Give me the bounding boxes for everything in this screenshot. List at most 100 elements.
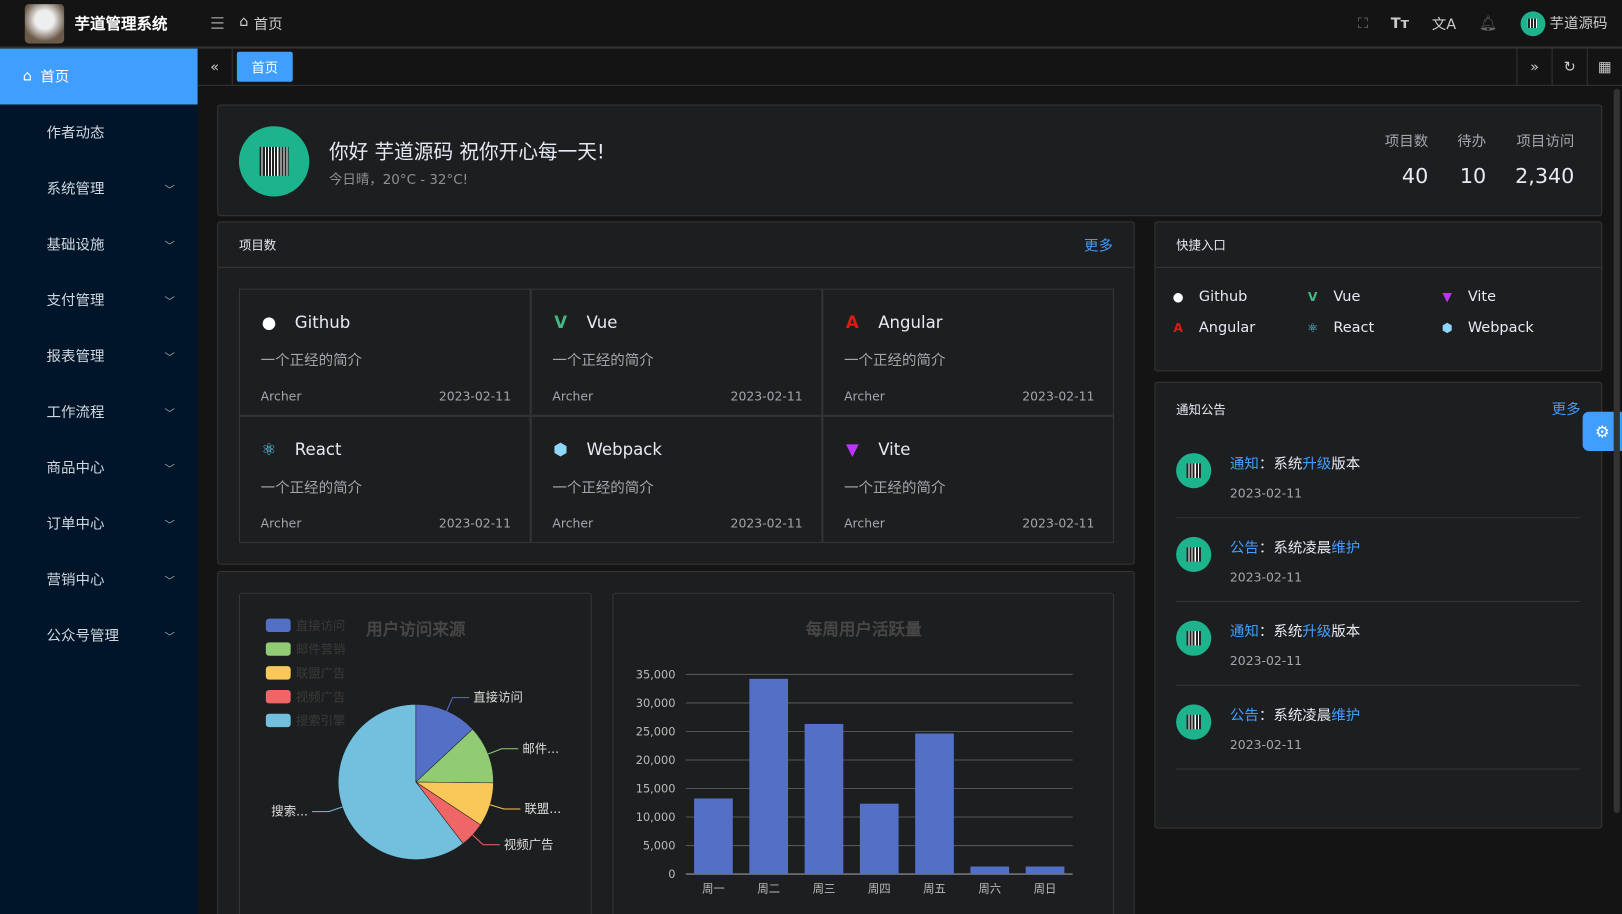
project-item[interactable]: V Vue 一个正经的简介 Archer 2023-02-11 [530, 288, 823, 416]
bar[interactable] [694, 798, 733, 875]
notice-item[interactable]: 公告：系统凌晨维护 2023-02-11 [1176, 518, 1581, 603]
legend-swatch[interactable] [265, 689, 291, 704]
fullscreen-icon[interactable]: ⛶ [1357, 14, 1369, 32]
sidebar-item[interactable]: ⌂ 首页 [0, 48, 198, 105]
pie-chart-panel: 用户访问来源 直接访问 邮件营销 联盟广告 视频广告 搜索引擎 直接访问 邮件... 联盟...… [238, 592, 592, 914]
tab-home[interactable]: 首页 [236, 51, 293, 82]
notice-sep: ： [1258, 539, 1274, 557]
shortcut-item[interactable]: ▼ Vite [1439, 289, 1573, 306]
notice-type: 通知 [1229, 623, 1259, 641]
sidebar-item[interactable]: 营销中心 ﹀ [0, 551, 198, 607]
stat: 项目访问 2,340 [1515, 130, 1574, 188]
logo[interactable]: 芋道管理系统 [0, 3, 198, 43]
notices-more-link[interactable]: 更多 [1551, 401, 1581, 418]
pie-slice[interactable] [337, 704, 464, 860]
refresh-icon[interactable]: ↻ [1551, 48, 1587, 86]
shortcut-item[interactable]: ● Github [1170, 289, 1304, 306]
legend-swatch[interactable] [265, 618, 291, 633]
bell-icon[interactable]: 🔔︎ [1478, 14, 1498, 32]
notice-type: 公告 [1229, 707, 1259, 725]
scrollbar[interactable] [1613, 88, 1620, 814]
project-item[interactable]: ⚛ React 一个正经的简介 Archer 2023-02-11 [238, 415, 531, 544]
notice-type: 公告 [1229, 539, 1259, 557]
notice-text: 系统 [1273, 456, 1303, 473]
stat: 项目数 40 [1385, 130, 1428, 188]
grid-menu-icon[interactable]: ▦ [1586, 48, 1622, 86]
project-item[interactable]: A Angular 一个正经的简介 Archer 2023-02-11 [822, 288, 1115, 416]
project-name: Vue [586, 311, 618, 332]
font-size-icon[interactable]: Tт [1390, 14, 1410, 32]
project-name: Github [294, 311, 351, 332]
sidebar-item[interactable]: 作者动态 [0, 104, 198, 160]
shortcut-item[interactable]: V Vue [1304, 289, 1438, 306]
translate-icon[interactable]: 文A [1431, 16, 1457, 33]
pie-slice[interactable] [415, 704, 473, 783]
avatar [1176, 704, 1212, 740]
home-icon: ⌂ [22, 68, 32, 85]
project-name: Angular [878, 311, 943, 332]
sidebar-item[interactable]: 商品中心 ﹀ [0, 440, 198, 496]
bar[interactable] [915, 733, 954, 875]
shortcut-item[interactable]: A Angular [1170, 320, 1304, 337]
pie-chart: 用户访问来源直接访问邮件营销联盟广告视频广告搜索引擎直接访问邮件...联盟...… [265, 618, 561, 860]
menu-toggle-icon[interactable]: ☰ [209, 13, 225, 34]
slice-label: 直接访问 [473, 690, 523, 705]
shortcut-name: Github [1198, 288, 1248, 306]
sidebar-item[interactable]: 报表管理 ﹀ [0, 328, 198, 384]
sidebar-item[interactable]: 工作流程 ﹀ [0, 384, 198, 440]
notice-highlight: 维护 [1331, 707, 1361, 725]
legend-swatch[interactable] [265, 642, 291, 656]
project-item[interactable]: ⬢ Webpack 一个正经的简介 Archer 2023-02-11 [530, 415, 823, 544]
bar[interactable] [970, 866, 1010, 875]
sidebar-item[interactable]: 系统管理 ﹀ [0, 160, 198, 216]
legend-label[interactable]: 直接访问 [296, 618, 346, 633]
bar[interactable] [804, 723, 844, 875]
user-menu[interactable]: 芋道源码 [1520, 10, 1607, 36]
project-date: 2023-02-11 [438, 516, 511, 531]
pie-slice[interactable] [415, 728, 494, 784]
bar[interactable] [749, 678, 789, 875]
y-tick-label: 5,000 [643, 839, 676, 853]
scroll-left-button[interactable]: « [198, 48, 233, 86]
breadcrumb[interactable]: ⌂ 首页 [239, 13, 282, 34]
shortcut-item[interactable]: ⚛ React [1304, 320, 1438, 337]
project-name: Vite [878, 439, 911, 459]
bar[interactable] [1025, 866, 1065, 875]
notice-item[interactable]: 通知：系统升级版本 2023-02-11 [1176, 434, 1581, 519]
card-title: 快捷入口 [1176, 237, 1226, 253]
notice-item[interactable]: 通知：系统升级版本 2023-02-11 [1176, 602, 1581, 686]
chart-title: 用户访问来源 [366, 619, 466, 639]
react-icon: ⚛ [261, 439, 277, 459]
notice-text: 版本 [1331, 456, 1361, 473]
x-tick-label: 周一 [702, 882, 725, 896]
shortcut-item[interactable]: ⬢ Webpack [1439, 320, 1573, 337]
react-icon: ⚛ [1307, 320, 1319, 336]
legend-label[interactable]: 搜索引擎 [296, 713, 346, 728]
sidebar-item-label: 系统管理 [46, 181, 105, 198]
sidebar-item[interactable]: 订单中心 ﹀ [0, 495, 198, 551]
notice-item[interactable]: 公告：系统凌晨维护 2023-02-11 [1176, 686, 1581, 770]
x-tick-label: 周六 [978, 882, 1001, 896]
legend-swatch[interactable] [265, 666, 291, 680]
sidebar-item-label: 商品中心 [46, 460, 105, 477]
bar[interactable] [859, 803, 899, 875]
tabs-bar: « 首页 » ↻ ▦ [197, 48, 1622, 86]
project-item[interactable]: ▼ Vite 一个正经的简介 Archer 2023-02-11 [822, 415, 1115, 544]
legend-swatch[interactable] [265, 713, 291, 728]
y-tick-label: 20,000 [636, 753, 676, 767]
scroll-right-button[interactable]: » [1516, 48, 1551, 86]
project-item[interactable]: ● Github 一个正经的简介 Archer 2023-02-11 [238, 288, 531, 416]
sidebar-item[interactable]: 公众号管理 ﹀ [0, 607, 198, 663]
sidebar-item[interactable]: 基础设施 ﹀ [0, 216, 198, 272]
app-title: 芋道管理系统 [74, 14, 168, 34]
legend-label[interactable]: 邮件营销 [296, 642, 346, 657]
vue-icon: V [554, 311, 568, 332]
projects-card: 项目数 更多 ● Github 一个正经的简介 Archer 2023-02-11 V Vue… [217, 221, 1135, 565]
projects-more-link[interactable]: 更多 [1084, 237, 1114, 254]
shortcut-name: Vite [1467, 288, 1497, 306]
stat-label: 待办 [1457, 133, 1487, 150]
legend-label[interactable]: 联盟广告 [296, 666, 346, 681]
sidebar-item[interactable]: 支付管理 ﹀ [0, 272, 198, 328]
notice-sep: ： [1258, 623, 1274, 641]
legend-label[interactable]: 视频广告 [296, 689, 346, 704]
